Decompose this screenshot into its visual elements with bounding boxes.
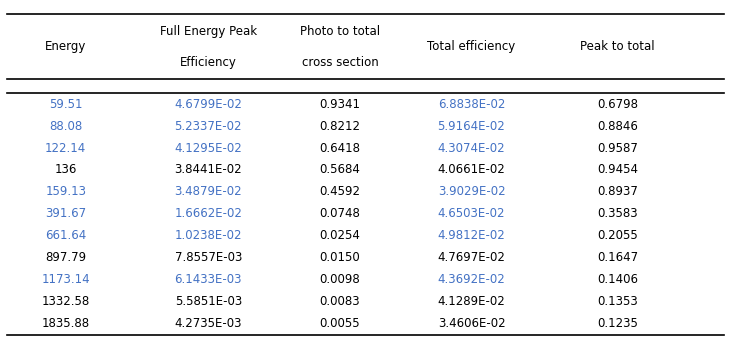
Text: 3.4606E-02: 3.4606E-02 bbox=[438, 317, 505, 330]
Text: 4.6799E-02: 4.6799E-02 bbox=[175, 98, 242, 111]
Text: 5.9164E-02: 5.9164E-02 bbox=[438, 120, 505, 132]
Text: 0.0098: 0.0098 bbox=[319, 273, 360, 286]
Text: 0.6418: 0.6418 bbox=[319, 141, 360, 155]
Text: 0.6798: 0.6798 bbox=[597, 98, 638, 111]
Text: 3.9029E-02: 3.9029E-02 bbox=[438, 186, 505, 198]
Text: 0.8937: 0.8937 bbox=[597, 186, 638, 198]
Text: 0.1406: 0.1406 bbox=[597, 273, 638, 286]
Text: 0.0254: 0.0254 bbox=[319, 229, 360, 242]
Text: 0.1353: 0.1353 bbox=[597, 295, 638, 308]
Text: Peak to total: Peak to total bbox=[580, 40, 655, 53]
Text: Full Energy Peak: Full Energy Peak bbox=[160, 24, 257, 38]
Text: 7.8557E-03: 7.8557E-03 bbox=[175, 251, 242, 264]
Text: 4.1295E-02: 4.1295E-02 bbox=[175, 141, 242, 155]
Text: 136: 136 bbox=[55, 164, 77, 177]
Text: 4.3074E-02: 4.3074E-02 bbox=[438, 141, 505, 155]
Text: 0.8846: 0.8846 bbox=[597, 120, 638, 132]
Text: 5.5851E-03: 5.5851E-03 bbox=[175, 295, 242, 308]
Text: 1.0238E-02: 1.0238E-02 bbox=[175, 229, 242, 242]
Text: 0.3583: 0.3583 bbox=[597, 207, 638, 220]
Text: 0.1647: 0.1647 bbox=[597, 251, 638, 264]
Text: 4.2735E-03: 4.2735E-03 bbox=[175, 317, 242, 330]
Text: 1332.58: 1332.58 bbox=[42, 295, 90, 308]
Text: 391.67: 391.67 bbox=[45, 207, 86, 220]
Text: 0.9587: 0.9587 bbox=[597, 141, 638, 155]
Text: 1835.88: 1835.88 bbox=[42, 317, 90, 330]
Text: 1.6662E-02: 1.6662E-02 bbox=[175, 207, 242, 220]
Text: 6.1433E-03: 6.1433E-03 bbox=[175, 273, 242, 286]
Text: 5.2337E-02: 5.2337E-02 bbox=[175, 120, 242, 132]
Text: Photo to total: Photo to total bbox=[300, 24, 380, 38]
Text: 0.9454: 0.9454 bbox=[597, 164, 638, 177]
Text: 0.8212: 0.8212 bbox=[319, 120, 360, 132]
Text: 0.0748: 0.0748 bbox=[319, 207, 360, 220]
Text: 0.5684: 0.5684 bbox=[319, 164, 360, 177]
Text: 88.08: 88.08 bbox=[49, 120, 83, 132]
Text: 4.7697E-02: 4.7697E-02 bbox=[438, 251, 505, 264]
Text: 897.79: 897.79 bbox=[45, 251, 86, 264]
Text: 0.1235: 0.1235 bbox=[597, 317, 638, 330]
Text: 4.3692E-02: 4.3692E-02 bbox=[438, 273, 505, 286]
Text: 0.0083: 0.0083 bbox=[319, 295, 360, 308]
Text: Energy: Energy bbox=[45, 40, 86, 53]
Text: 4.6503E-02: 4.6503E-02 bbox=[438, 207, 505, 220]
Text: 3.8441E-02: 3.8441E-02 bbox=[175, 164, 242, 177]
Text: 0.2055: 0.2055 bbox=[597, 229, 638, 242]
Text: Total efficiency: Total efficiency bbox=[428, 40, 515, 53]
Text: 59.51: 59.51 bbox=[49, 98, 83, 111]
Text: 4.9812E-02: 4.9812E-02 bbox=[438, 229, 505, 242]
Text: 6.8838E-02: 6.8838E-02 bbox=[438, 98, 505, 111]
Text: 4.0661E-02: 4.0661E-02 bbox=[438, 164, 505, 177]
Text: 4.1289E-02: 4.1289E-02 bbox=[438, 295, 505, 308]
Text: 0.9341: 0.9341 bbox=[319, 98, 360, 111]
Text: 122.14: 122.14 bbox=[45, 141, 86, 155]
Text: cross section: cross section bbox=[302, 56, 378, 69]
Text: 661.64: 661.64 bbox=[45, 229, 86, 242]
Text: 0.0150: 0.0150 bbox=[319, 251, 360, 264]
Text: 159.13: 159.13 bbox=[45, 186, 86, 198]
Text: 0.4592: 0.4592 bbox=[319, 186, 360, 198]
Text: 0.0055: 0.0055 bbox=[319, 317, 360, 330]
Text: Efficiency: Efficiency bbox=[180, 56, 237, 69]
Text: 1173.14: 1173.14 bbox=[42, 273, 90, 286]
Text: 3.4879E-02: 3.4879E-02 bbox=[175, 186, 242, 198]
